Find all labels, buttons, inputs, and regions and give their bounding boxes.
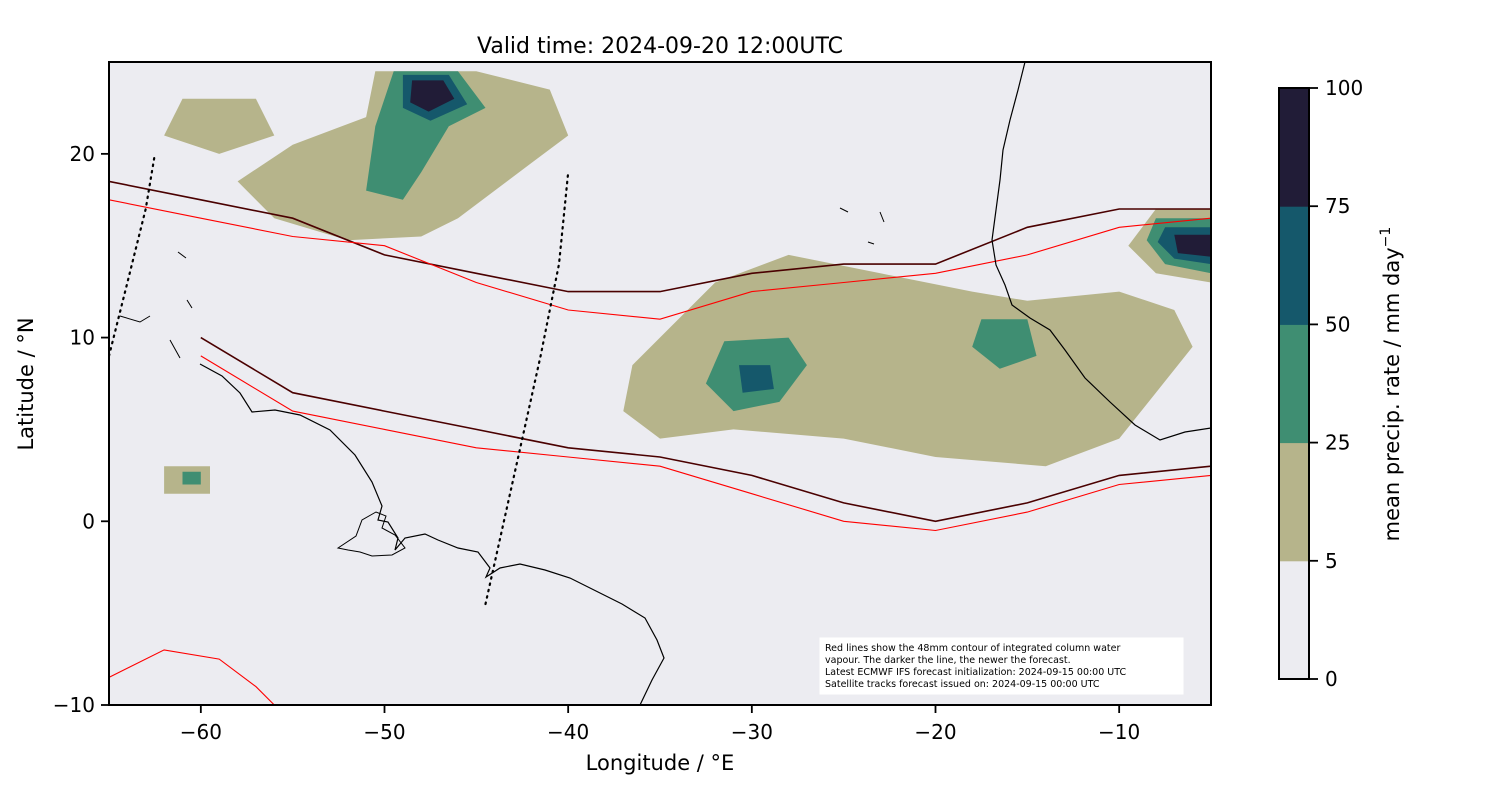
- colorbar-tick-label: 5: [1325, 549, 1338, 573]
- x-tick-label: −20: [914, 720, 956, 744]
- coastline-layer: [119, 62, 1211, 705]
- iwv-contour-latest-0: [109, 180, 1211, 293]
- map-title: Valid time: 2024-09-20 12:00UTC: [477, 34, 843, 59]
- colorbar-segment-1: [1279, 442, 1309, 562]
- colorbar-frame: [1278, 87, 1310, 680]
- iwv-contour-latest-1: [200, 336, 1211, 523]
- colorbar-label-main: mean precip. rate / mm day: [1380, 247, 1404, 541]
- x-tick-label: −60: [180, 720, 222, 744]
- colorbar-tick-label: 75: [1325, 194, 1350, 218]
- x-axis-ticks: −60 −50 −40 −30 −20 −10: [180, 705, 1140, 744]
- precip-region-25-9: [182, 471, 201, 485]
- colorbar-tick-label: 50: [1325, 312, 1350, 336]
- y-axis-ticks: −10 0 10 20: [53, 142, 109, 717]
- annotation-line-2: vapour. The darker the line, the newer t…: [825, 655, 1071, 666]
- y-tick-label: 20: [70, 142, 95, 166]
- precip-region-50-11: [739, 365, 774, 393]
- iwv-contour-older-4: [109, 649, 275, 705]
- colorbar: [1279, 88, 1309, 680]
- annotation-line-1: Red lines show the 48mm contour of integ…: [825, 643, 1120, 654]
- x-tick-label: −40: [547, 720, 589, 744]
- precip-region-75-14: [1174, 234, 1211, 257]
- colorbar-segment-2: [1279, 324, 1309, 444]
- satellite-track-layer: [109, 152, 570, 606]
- y-tick-label: 10: [70, 326, 95, 350]
- colorbar-label: mean precip. rate / mm day−1: [1378, 227, 1404, 542]
- precipitation-fill-layer: [164, 71, 1211, 494]
- annotation-box: Red lines show the 48mm contour of integ…: [819, 637, 1184, 695]
- iwv-contour-older-2: [109, 199, 1211, 320]
- precip-region-5-1: [164, 98, 275, 154]
- colorbar-tick-label: 25: [1325, 431, 1350, 455]
- y-tick-label: 0: [82, 509, 95, 533]
- y-axis-label: Latitude / °N: [14, 317, 38, 450]
- map-frame: [108, 61, 1212, 706]
- colorbar-tick-label: 100: [1325, 76, 1363, 100]
- colorbar-segment-0: [1279, 560, 1309, 680]
- x-tick-label: −30: [731, 720, 773, 744]
- colorbar-label-exponent: −1: [1378, 227, 1394, 248]
- colorbar-ticks: 0 5 25 50 75 100: [1309, 76, 1363, 691]
- x-tick-label: −10: [1098, 720, 1140, 744]
- precip-region-25-7: [972, 319, 1037, 369]
- colorbar-segment-3: [1279, 206, 1309, 325]
- iwv-contour-layer: [109, 180, 1211, 705]
- colorbar-segment-4: [1279, 88, 1309, 207]
- y-tick-label: −10: [53, 693, 95, 717]
- caribbean-islands: [119, 207, 885, 359]
- colorbar-tick-label: 0: [1325, 667, 1338, 691]
- annotation-line-3: Latest ECMWF IFS forecast initialization…: [825, 667, 1126, 678]
- precip-region-75-13: [410, 80, 455, 112]
- amazon-delta-islands: [336, 511, 406, 557]
- annotation-line-4: Satellite tracks forecast issued on: 202…: [825, 679, 1100, 690]
- precip-region-5-2: [623, 254, 1193, 467]
- x-axis-label: Longitude / °E: [586, 751, 735, 775]
- annotation-background: [819, 637, 1184, 695]
- south-america-coastline: [199, 363, 665, 705]
- x-tick-label: −50: [363, 720, 405, 744]
- iwv-contour-older-3: [200, 355, 1211, 532]
- satellite-track-1: [484, 171, 570, 606]
- africa-west-coastline: [991, 62, 1211, 441]
